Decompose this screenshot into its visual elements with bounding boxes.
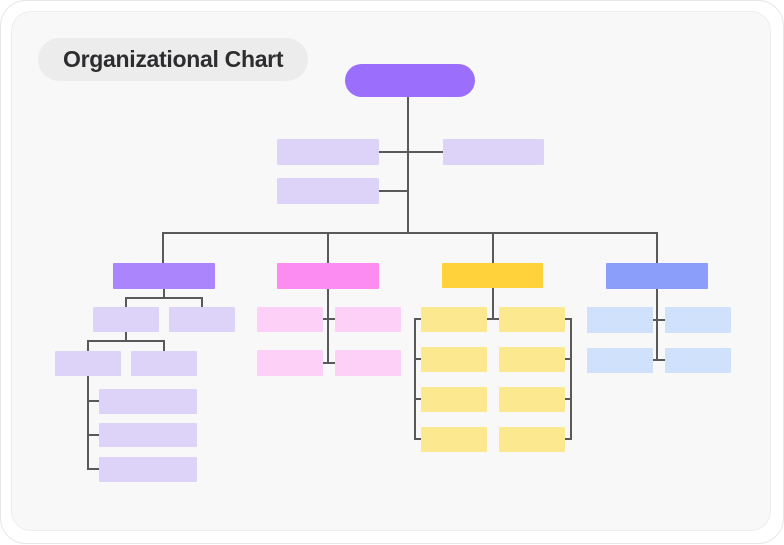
org-node-purple-list-item-2 bbox=[99, 423, 197, 447]
connector-assistant-row2-link bbox=[379, 190, 409, 192]
org-node-assistant-right bbox=[443, 139, 544, 165]
org-node-yellow-child-8 bbox=[499, 427, 565, 452]
org-node-yellow-child-6 bbox=[499, 387, 565, 412]
connector-yellow-right-tick-2 bbox=[565, 358, 572, 360]
connector-assistant-row1-link bbox=[379, 151, 443, 153]
org-node-assistant-left-1 bbox=[277, 139, 379, 165]
org-node-dept-yellow bbox=[442, 263, 543, 288]
org-node-dept-blue bbox=[606, 263, 708, 289]
chart-title-label: Organizational Chart bbox=[63, 46, 284, 72]
org-node-purple-child-1 bbox=[93, 307, 159, 332]
connector-yellow-right-rail bbox=[570, 318, 572, 440]
connector-pink-tick-1 bbox=[323, 318, 335, 320]
org-node-purple-child-2 bbox=[169, 307, 235, 332]
connector-blue-tick-1 bbox=[653, 319, 665, 321]
org-node-purple-list-item-3 bbox=[99, 457, 197, 482]
connector-purple-bracket-1-drop-left bbox=[125, 297, 127, 307]
connector-drop-yellow bbox=[492, 232, 494, 263]
connector-purple-list-tick-3 bbox=[87, 468, 99, 470]
connector-yellow-left-tick-2 bbox=[414, 358, 421, 360]
org-node-purple-grandchild-1 bbox=[55, 351, 121, 376]
connector-yellow-right-tick-1 bbox=[565, 318, 572, 320]
connector-blue-stem bbox=[656, 289, 658, 361]
org-node-yellow-child-5 bbox=[421, 387, 487, 412]
connector-purple-stem-1 bbox=[163, 289, 165, 299]
org-node-yellow-child-3 bbox=[421, 347, 487, 372]
org-node-blue-child-3 bbox=[587, 348, 653, 373]
org-node-yellow-child-2 bbox=[499, 307, 565, 332]
org-node-yellow-child-7 bbox=[421, 427, 487, 452]
org-node-pink-child-1 bbox=[257, 307, 323, 332]
connector-pink-stem bbox=[327, 289, 329, 364]
org-node-pink-child-2 bbox=[335, 307, 401, 332]
org-node-yellow-child-4 bbox=[499, 347, 565, 372]
connector-yellow-left-tick-1 bbox=[414, 318, 421, 320]
connector-yellow-right-tick-3 bbox=[565, 398, 572, 400]
org-node-assistant-left-2 bbox=[277, 178, 379, 204]
connector-purple-bracket-2-drop-left bbox=[87, 340, 89, 351]
connector-yellow-left-rail bbox=[414, 318, 416, 440]
connector-yellow-stem bbox=[492, 288, 494, 320]
connector-yellow-right-tick-4 bbox=[565, 438, 572, 440]
connector-purple-list-tick-2 bbox=[87, 434, 99, 436]
org-node-purple-list-item-1 bbox=[99, 389, 197, 414]
connector-yellow-left-tick-4 bbox=[414, 438, 421, 440]
connector-purple-list-tick-1 bbox=[87, 400, 99, 402]
org-node-pink-child-4 bbox=[335, 350, 401, 376]
connector-drop-purple bbox=[162, 232, 164, 263]
org-node-root bbox=[345, 64, 475, 97]
org-node-dept-pink bbox=[277, 263, 379, 289]
connector-yellow-left-tick-3 bbox=[414, 398, 421, 400]
org-node-purple-grandchild-2 bbox=[131, 351, 197, 376]
connector-drop-blue bbox=[656, 232, 658, 263]
org-node-dept-purple bbox=[113, 263, 215, 289]
connector-purple-bracket-1-drop-right bbox=[201, 297, 203, 307]
connector-purple-bracket-2-drop-right bbox=[163, 340, 165, 351]
connector-root-stem bbox=[407, 96, 409, 234]
connector-purple-bracket-1 bbox=[125, 297, 203, 299]
org-node-blue-child-1 bbox=[587, 307, 653, 333]
connector-yellow-center-tick bbox=[487, 318, 499, 320]
connector-purple-stem-2 bbox=[125, 332, 127, 341]
connector-pink-tick-2 bbox=[323, 362, 335, 364]
connector-purple-list-rail bbox=[87, 376, 89, 470]
connector-purple-bracket-2 bbox=[87, 340, 165, 342]
connector-blue-tick-2 bbox=[653, 359, 665, 361]
chart-title-badge: Organizational Chart bbox=[38, 38, 309, 81]
org-node-pink-child-3 bbox=[257, 350, 323, 376]
connector-level2-rail bbox=[162, 232, 658, 234]
connector-drop-pink bbox=[327, 232, 329, 263]
org-node-blue-child-4 bbox=[665, 348, 731, 373]
org-node-blue-child-2 bbox=[665, 307, 731, 333]
org-node-yellow-child-1 bbox=[421, 307, 487, 332]
